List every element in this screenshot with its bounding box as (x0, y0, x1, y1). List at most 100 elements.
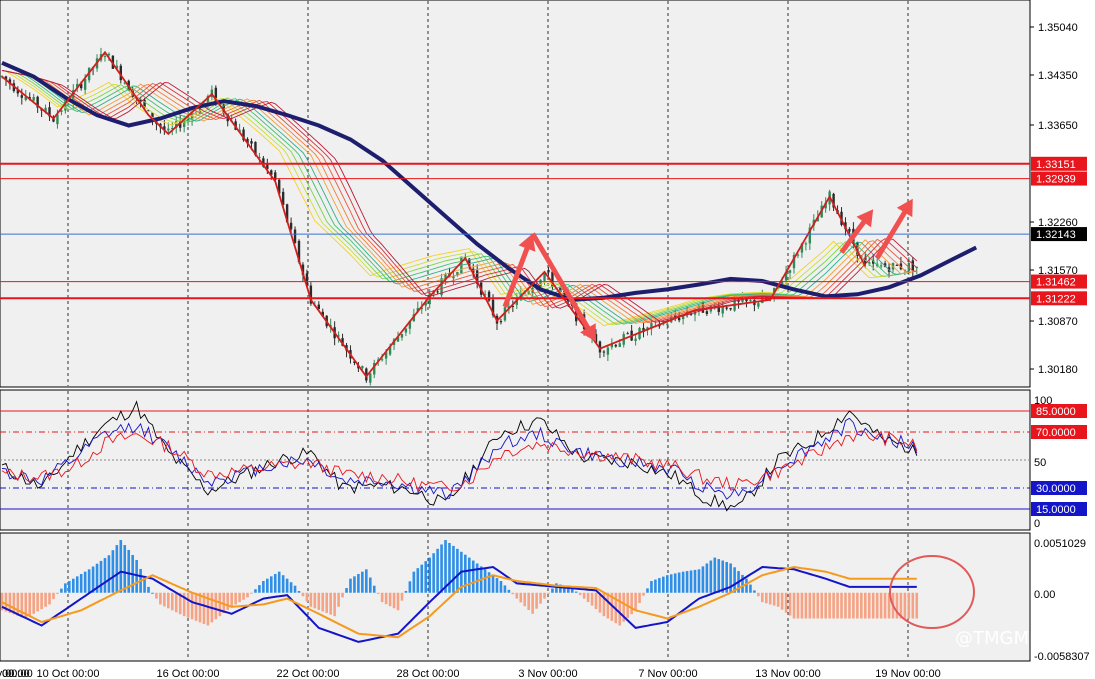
macd-histogram-bar (523, 592, 527, 607)
macd-histogram-bar (764, 592, 768, 604)
candle-body (258, 157, 261, 159)
macd-histogram-bar (578, 592, 582, 596)
macd-histogram-bar (321, 592, 325, 612)
macd-histogram-bar (634, 592, 637, 611)
candle-body (115, 65, 119, 69)
macd-histogram-bar (547, 592, 550, 594)
candle-body (396, 336, 400, 342)
macd-histogram-bar (570, 588, 574, 593)
arrow-head (896, 198, 913, 218)
macd-histogram-bar (665, 575, 669, 593)
macd-histogram-bar (170, 592, 174, 611)
macd-histogram-bar (840, 592, 843, 619)
macd-histogram-bar (491, 575, 495, 593)
candle-body (163, 126, 166, 131)
macd-histogram-bar (487, 572, 491, 593)
macd-histogram-bar (365, 569, 368, 593)
stoch-level-badge (1031, 404, 1087, 418)
candle-body (476, 270, 479, 284)
macd-histogram-bar (733, 567, 736, 593)
macd-histogram-bar (424, 561, 428, 593)
level-label: 1.33151 (1036, 159, 1076, 171)
arrow-head (518, 233, 536, 252)
macd-histogram-bar (0, 592, 4, 611)
panel-frame-2 (0, 532, 1031, 662)
macd-histogram-bar (416, 568, 420, 593)
candle-body (198, 104, 202, 115)
macd-histogram-bar (464, 554, 467, 593)
macd-histogram-bar (56, 592, 59, 594)
y-tick-label: 1.30870 (1038, 316, 1078, 328)
macd-histogram-bar (555, 583, 558, 593)
macd-histogram-bar (753, 590, 756, 593)
macd-histogram-bar (804, 592, 808, 619)
macd-histogram-bar (875, 592, 879, 619)
macd-histogram-bar (95, 563, 99, 593)
candle-body (563, 290, 566, 296)
candle-body (487, 291, 491, 301)
macd-histogram-bar (357, 574, 360, 593)
candle-body (788, 270, 792, 273)
macd-histogram-bar (832, 592, 835, 619)
candle-body (285, 204, 289, 223)
macd-histogram-bar (119, 540, 123, 593)
stoch-level-label: 15.0000 (1036, 504, 1076, 516)
candle-body (388, 346, 392, 355)
macd-histogram-bar (650, 581, 653, 593)
candle-body (598, 341, 602, 353)
macd-histogram-bar (871, 592, 875, 619)
macd-histogram-bar (214, 592, 218, 620)
x-tick-label: 19 Nov 00:00 (875, 668, 940, 679)
macd-histogram-bar (372, 585, 376, 593)
y-tick-label: 1.33650 (1038, 120, 1078, 132)
candle-body (171, 128, 174, 130)
macd-histogram-bar (234, 592, 237, 605)
candle-body (832, 193, 835, 208)
candle-body (879, 265, 883, 267)
macd-histogram-bar (586, 592, 590, 603)
candle-body (416, 308, 419, 312)
candle-body (20, 95, 23, 98)
candle-body (472, 268, 475, 273)
macd-histogram-bar (222, 592, 226, 614)
macd-histogram-bar (368, 577, 372, 593)
macd-histogram-bar (867, 592, 871, 619)
stoch-level-badge (1031, 481, 1087, 495)
macd-histogram-bar (345, 588, 348, 593)
level-label: 1.32939 (1036, 174, 1076, 186)
candle-body (511, 305, 515, 307)
macd-line (1, 565, 917, 643)
y-tick-label: 1.34350 (1038, 70, 1078, 82)
macd-histogram-bar (127, 550, 131, 593)
candle-body (123, 82, 126, 84)
macd-histogram-bar (64, 583, 67, 593)
macd-histogram-bar (226, 592, 230, 610)
macd-histogram-bar (895, 592, 899, 619)
macd-histogram-bar (721, 560, 725, 593)
arrow-head (580, 323, 596, 342)
candle-body (242, 129, 245, 141)
macd-histogram-bar (436, 548, 439, 593)
candle-body (408, 320, 412, 329)
candle-body (175, 121, 178, 128)
candle-body (274, 172, 277, 181)
macd-histogram-bar (238, 592, 241, 603)
macd-histogram-bar (349, 578, 352, 593)
macd-histogram-bar (677, 572, 681, 593)
macd-histogram-bar (147, 586, 150, 593)
candle-body (848, 228, 851, 232)
candle-body (151, 112, 154, 122)
macd-histogram-bar (582, 592, 586, 599)
macd-histogram-bar (559, 584, 562, 593)
macd-histogram-bar (519, 592, 523, 603)
macd-histogram-bar (408, 581, 412, 593)
macd-histogram-bar (266, 578, 269, 593)
candle-body (499, 321, 503, 323)
macd-histogram-bar (341, 592, 344, 598)
macd-histogram-bar (903, 592, 907, 619)
macd-histogram-bar (28, 592, 32, 617)
candle-body (729, 308, 732, 310)
macd-histogram-bar (848, 592, 851, 619)
macd-histogram-bar (182, 592, 186, 617)
macd-histogram-bar (796, 592, 800, 619)
